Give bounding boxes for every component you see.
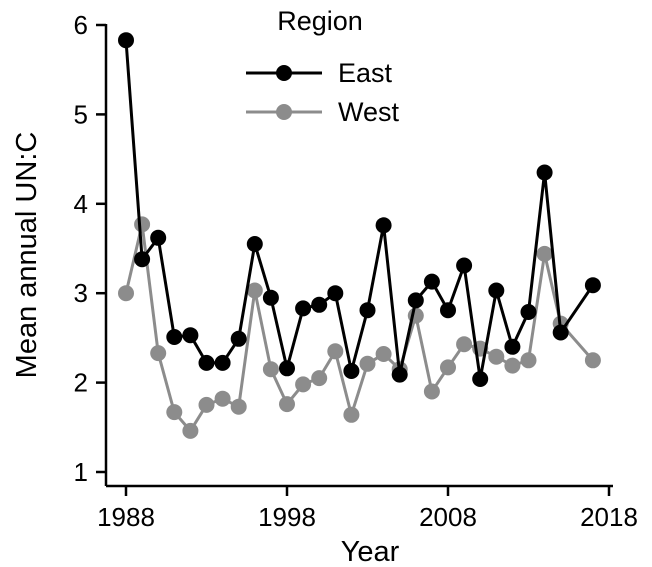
data-point-east [118,32,134,49]
data-point-east [504,338,521,355]
data-point-west [504,357,521,374]
data-point-east [456,257,473,274]
data-point-west [423,383,440,400]
data-point-west [295,376,312,393]
legend: Region East West [246,6,400,127]
data-point-east [375,217,392,234]
data-point-east [327,285,344,302]
data-point-east [150,229,167,246]
data-point-west [520,352,537,369]
legend-label-west: West [338,97,400,127]
data-point-east [198,354,215,371]
data-point-west [488,348,505,365]
y-tick-label: 1 [74,457,88,487]
y-tick-label: 6 [74,10,88,40]
series-west [118,216,601,439]
data-point-west [166,404,183,421]
series-line-east [124,40,595,380]
data-point-west [584,352,601,369]
data-point-east [295,300,312,317]
data-point-east [246,236,263,252]
x-ticks: 1988 1998 2008 2018 [97,486,638,532]
data-point-west [343,406,360,423]
data-point-west [150,345,167,362]
data-point-west [182,422,199,439]
data-point-east [552,324,569,341]
data-point-west [134,216,151,233]
data-point-east [166,329,183,345]
x-axis-title: Year [341,536,400,567]
legend-marker-east [276,65,292,81]
y-ticks: 1 2 3 4 5 6 [74,10,106,487]
data-point-west [440,359,456,376]
data-point-west [375,346,392,362]
y-tick-label: 3 [74,278,88,308]
data-point-east [520,304,537,320]
data-point-west [118,285,134,302]
x-tick-label: 1998 [258,502,316,532]
data-point-east [584,277,601,294]
data-point-west [327,343,344,360]
data-point-west [230,398,247,415]
series-east [118,32,601,387]
legend-item-east: East [246,58,393,88]
data-point-west [456,336,473,353]
legend-item-west: West [246,97,400,127]
data-point-east [134,251,151,268]
data-point-east [391,366,408,383]
y-tick-label: 5 [74,99,88,129]
data-point-west [262,361,279,378]
data-point-east [536,164,553,181]
legend-title: Region [277,6,363,36]
data-point-west [246,282,263,299]
data-point-east [488,282,505,299]
data-point-west [359,355,376,372]
y-tick-label: 4 [74,189,88,219]
data-point-west [311,370,328,387]
data-point-east [262,289,279,306]
data-point-east [214,354,231,371]
data-point-west [198,396,215,413]
legend-label-east: East [338,58,393,88]
data-point-east [311,296,328,313]
data-point-east [423,273,440,290]
data-point-west [279,396,295,413]
x-tick-label: 2018 [580,502,638,532]
data-point-east [279,360,295,377]
data-point-east [230,330,247,347]
x-tick-label: 2008 [419,502,477,532]
series-layer [118,32,601,439]
axes [104,24,613,488]
legend-marker-west [276,104,292,120]
data-point-east [472,371,489,387]
data-point-east [182,327,199,344]
data-point-west [536,245,553,262]
data-point-west [214,390,231,407]
data-point-east [407,292,424,309]
x-tick-label: 1988 [97,502,155,532]
data-point-east [343,363,360,379]
data-point-east [440,302,456,319]
y-tick-label: 2 [74,368,88,398]
y-axis-title: Mean annual UN:C [11,132,43,379]
data-point-east [359,302,376,319]
